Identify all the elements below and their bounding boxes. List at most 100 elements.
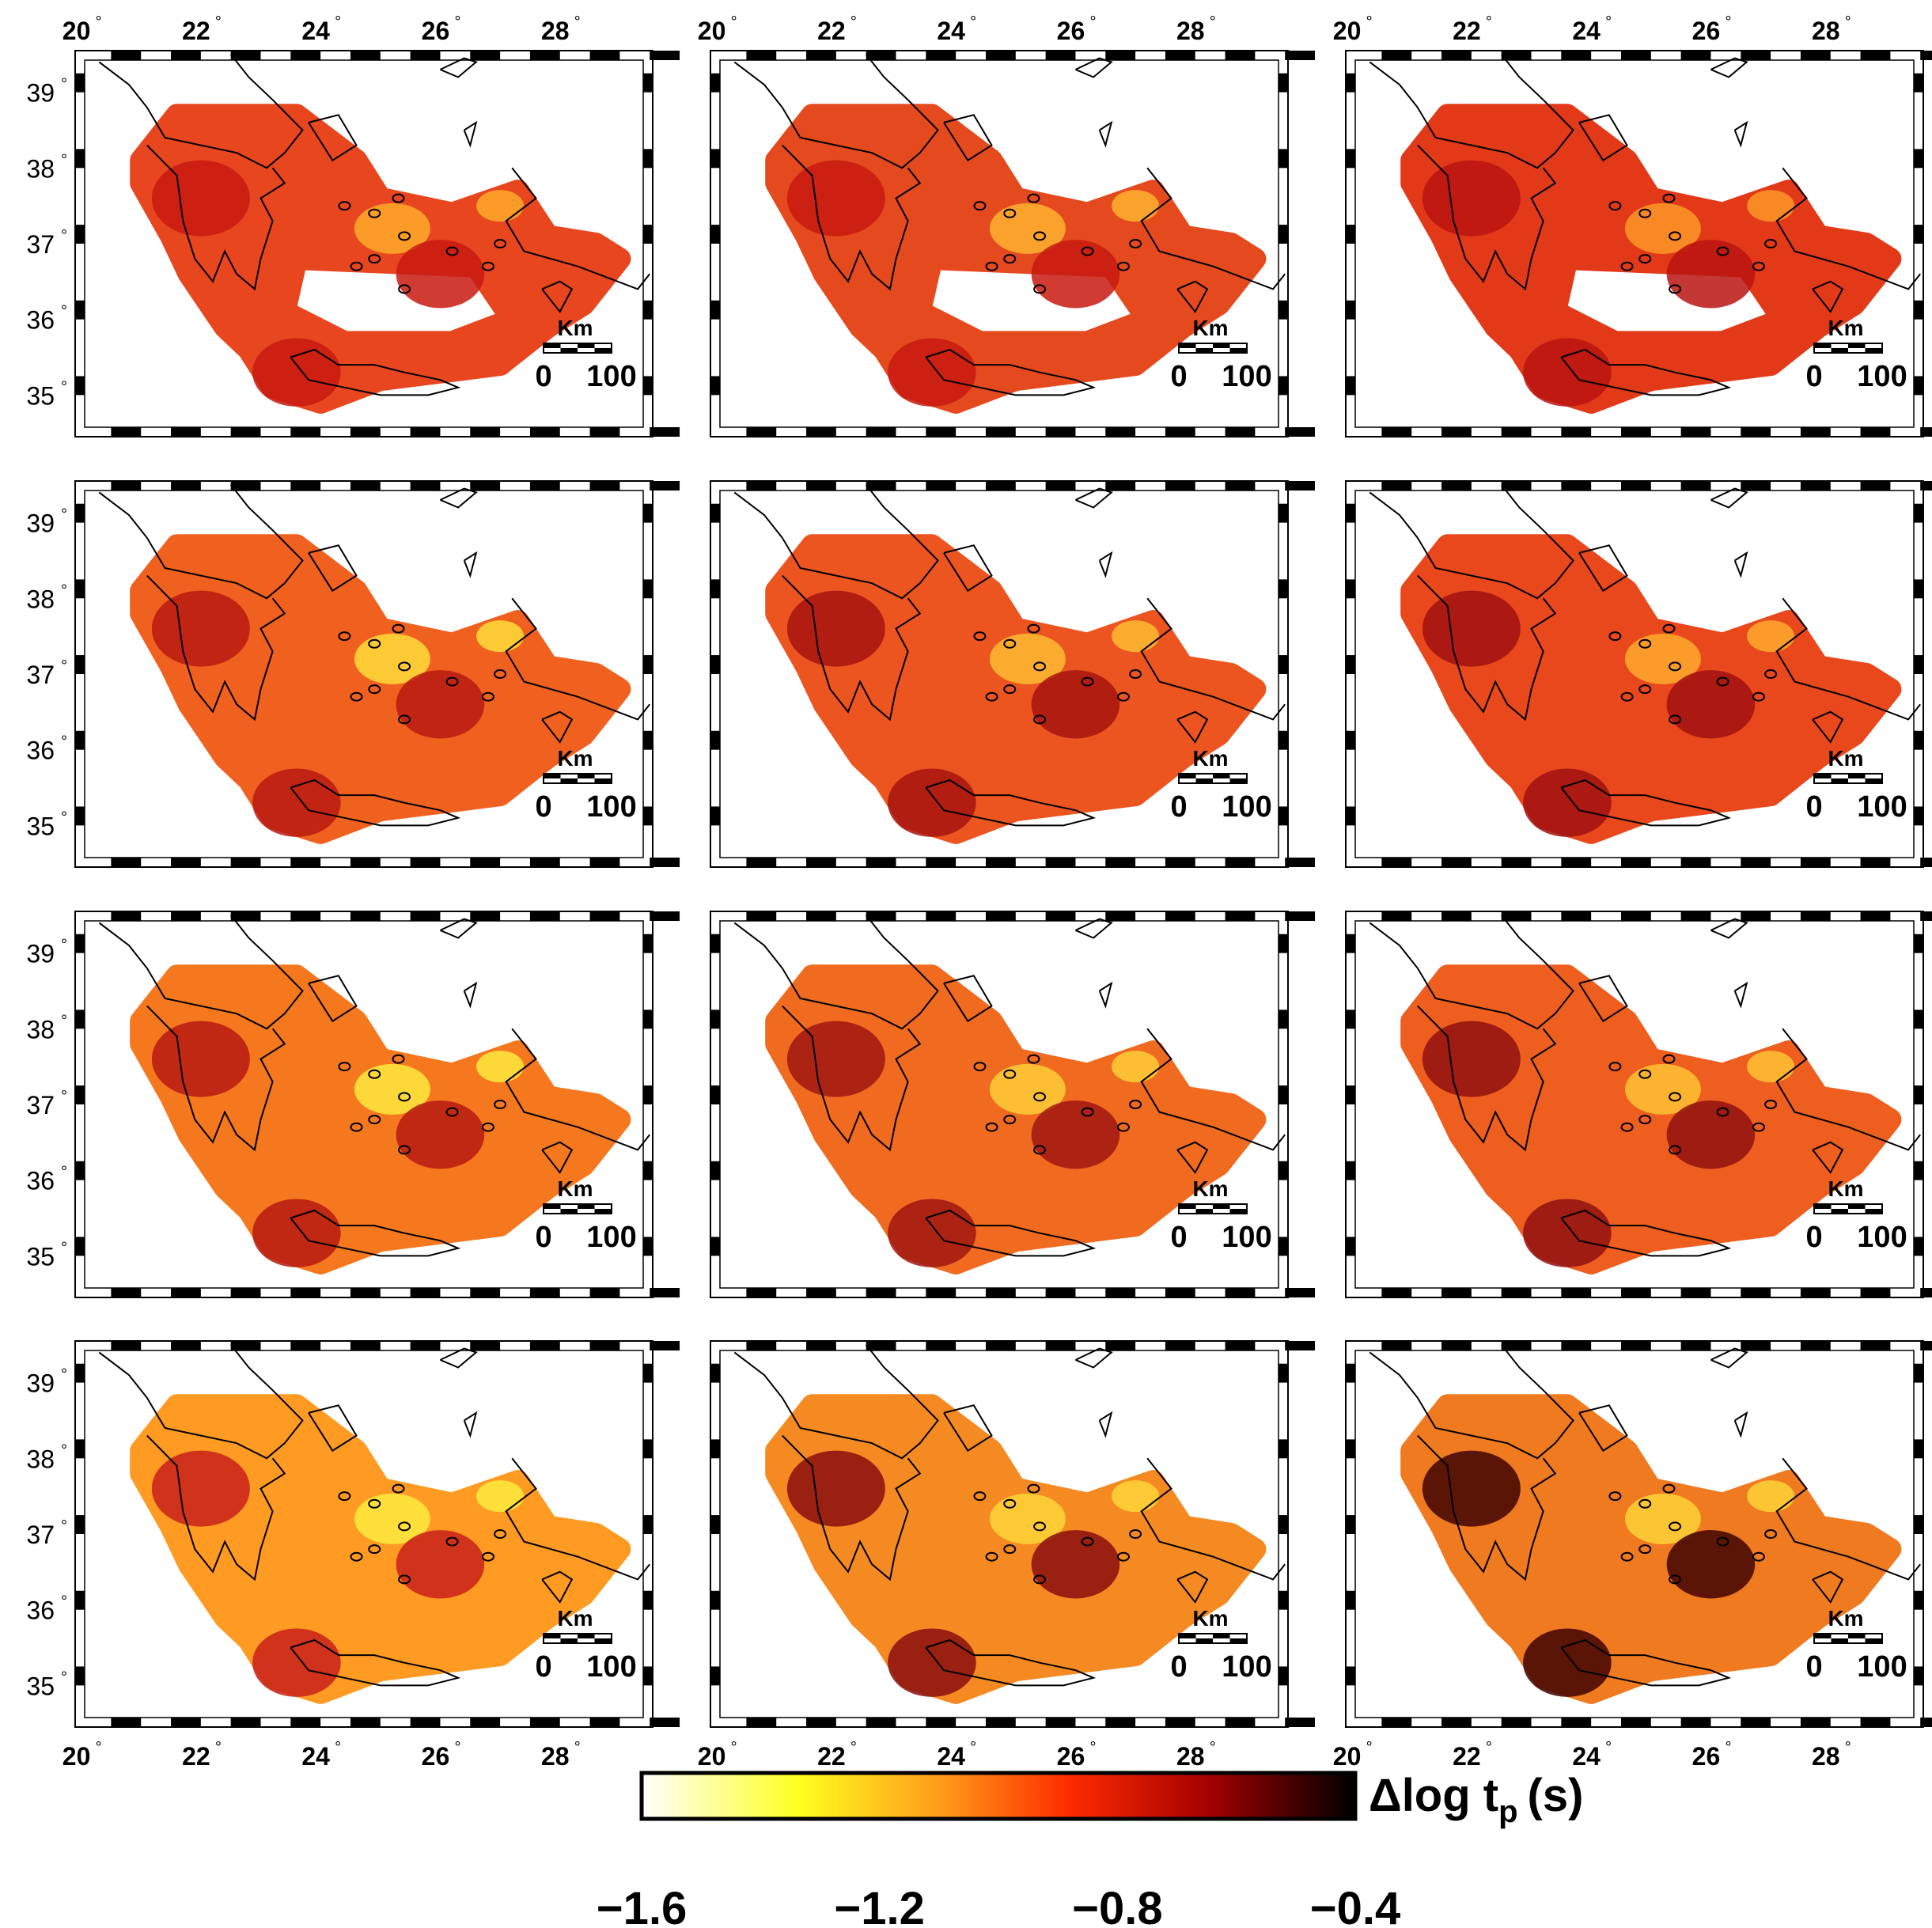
island: [481, 261, 494, 271]
coastline: [541, 1141, 574, 1174]
degree-mark: °: [96, 1739, 102, 1756]
island: [368, 638, 381, 649]
degree-mark: °: [1725, 1739, 1731, 1756]
lat-tick-label: 38: [26, 585, 55, 613]
high-value-area: [151, 1450, 250, 1527]
high-value-area: [1031, 670, 1120, 739]
lon-tick-label: 24: [301, 1742, 330, 1771]
scale-bar-end: 100: [1857, 1221, 1907, 1254]
low-value-area: [1112, 1480, 1160, 1513]
degree-mark: °: [61, 1517, 67, 1535]
degree-mark: °: [731, 13, 737, 31]
coastline: [290, 348, 461, 396]
coastline: [733, 484, 939, 600]
coastline: [98, 484, 304, 600]
island: [1620, 1122, 1634, 1132]
island: [368, 1069, 381, 1079]
lon-tick-label: 22: [1453, 17, 1481, 45]
coastline: [1560, 348, 1732, 396]
map-panel: 20 ° 22 ° 24 ° 26 ° 28 °Km0 100: [698, 1340, 1316, 1771]
lon-tick-label: 26: [1692, 17, 1721, 45]
map-panel: 20 ° 22 ° 24 ° 26 ° 28 °39 °38 °37 °36 °35 °Km0 100: [26, 1340, 680, 1771]
map-frame: [710, 50, 1316, 437]
colorbar-ticks: −1.6 −1.2 −0.8 −0.4: [597, 1883, 1401, 1928]
high-value-area: [252, 1628, 341, 1697]
island: [398, 231, 411, 241]
island: [445, 1107, 459, 1117]
island: [1033, 1521, 1047, 1532]
island: [1003, 638, 1017, 649]
high-value-area: [786, 1450, 885, 1527]
coastline: [1560, 1209, 1732, 1257]
high-value-area: [1523, 1628, 1612, 1697]
scale-bar-unit: Km: [1192, 1606, 1228, 1631]
degree-mark: °: [61, 1669, 67, 1686]
lon-tick-label: 28: [541, 1742, 570, 1771]
coastline: [541, 280, 574, 313]
lat-tick-label: 36: [26, 306, 55, 335]
degree-mark: °: [574, 13, 581, 31]
lon-tick-label: 20: [63, 1742, 91, 1771]
coastline: [782, 1005, 922, 1152]
map-panel: 39 ° 38 ° 37 ° 36 ° 35 ° Km0 100: [26, 911, 680, 1298]
island: [1669, 231, 1682, 241]
high-value-area: [1666, 240, 1756, 309]
degree-mark: °: [61, 733, 67, 751]
coastline: [1578, 544, 1628, 593]
island: [1116, 1551, 1130, 1562]
lat-tick-label: 36: [26, 1167, 55, 1195]
high-value-area: [1422, 160, 1521, 237]
coastline: [308, 1404, 358, 1453]
lon-tick-label: 26: [422, 1742, 450, 1771]
high-value-area: [1422, 590, 1521, 667]
degree-mark: °: [61, 303, 67, 320]
coastline: [290, 778, 461, 827]
degree-mark: °: [1845, 13, 1851, 31]
island: [1003, 1069, 1017, 1079]
high-value-area: [1666, 1530, 1756, 1599]
coastline: [290, 1209, 461, 1257]
degree-mark: °: [1366, 13, 1373, 31]
high-value-area: [786, 590, 885, 667]
lon-tick-label: 22: [817, 1742, 846, 1771]
coastline: [1176, 710, 1209, 744]
island: [1033, 1145, 1047, 1155]
island: [1716, 246, 1729, 256]
island: [392, 193, 405, 203]
coastline: [505, 597, 650, 721]
island: [1027, 623, 1040, 634]
island: [1003, 1115, 1017, 1125]
scale-bar-end: 100: [1222, 1650, 1271, 1684]
colorbar: −1.6 −1.2 −0.8 −0.4 Δlog tp (s): [597, 1770, 1584, 1928]
island: [398, 284, 411, 294]
lon-tick-label: 20: [698, 1742, 726, 1771]
scale-bar-unit: Km: [1828, 1176, 1863, 1201]
coastline: [146, 144, 286, 291]
coastline: [440, 57, 478, 78]
high-value-area: [396, 670, 485, 739]
scale-bar-unit: Km: [1192, 1176, 1228, 1201]
map-frame: [74, 480, 680, 868]
coastline: [782, 574, 922, 722]
coastline: [943, 1404, 993, 1453]
scale-bar-end: 100: [1857, 360, 1907, 393]
island: [481, 1122, 494, 1132]
coastline: [463, 120, 478, 148]
island: [1669, 1092, 1682, 1102]
colorbar-tick-label: −0.4: [1310, 1883, 1401, 1928]
island: [1662, 193, 1676, 203]
coastline: [1140, 1028, 1286, 1151]
island: [494, 669, 507, 679]
degree-mark: °: [61, 506, 67, 524]
coastline: [308, 114, 358, 162]
scale-bar-start: 0: [1170, 790, 1187, 824]
map-panel: Km0 100: [1345, 911, 1932, 1298]
coastline: [146, 574, 286, 722]
map-frame: [1345, 480, 1932, 868]
lat-tick-label: 37: [26, 1091, 55, 1119]
coastline: [1578, 114, 1628, 162]
low-value-area: [476, 1051, 525, 1083]
lat-tick-label: 39: [26, 79, 55, 108]
island: [1764, 239, 1778, 248]
high-value-area: [1031, 1100, 1120, 1169]
